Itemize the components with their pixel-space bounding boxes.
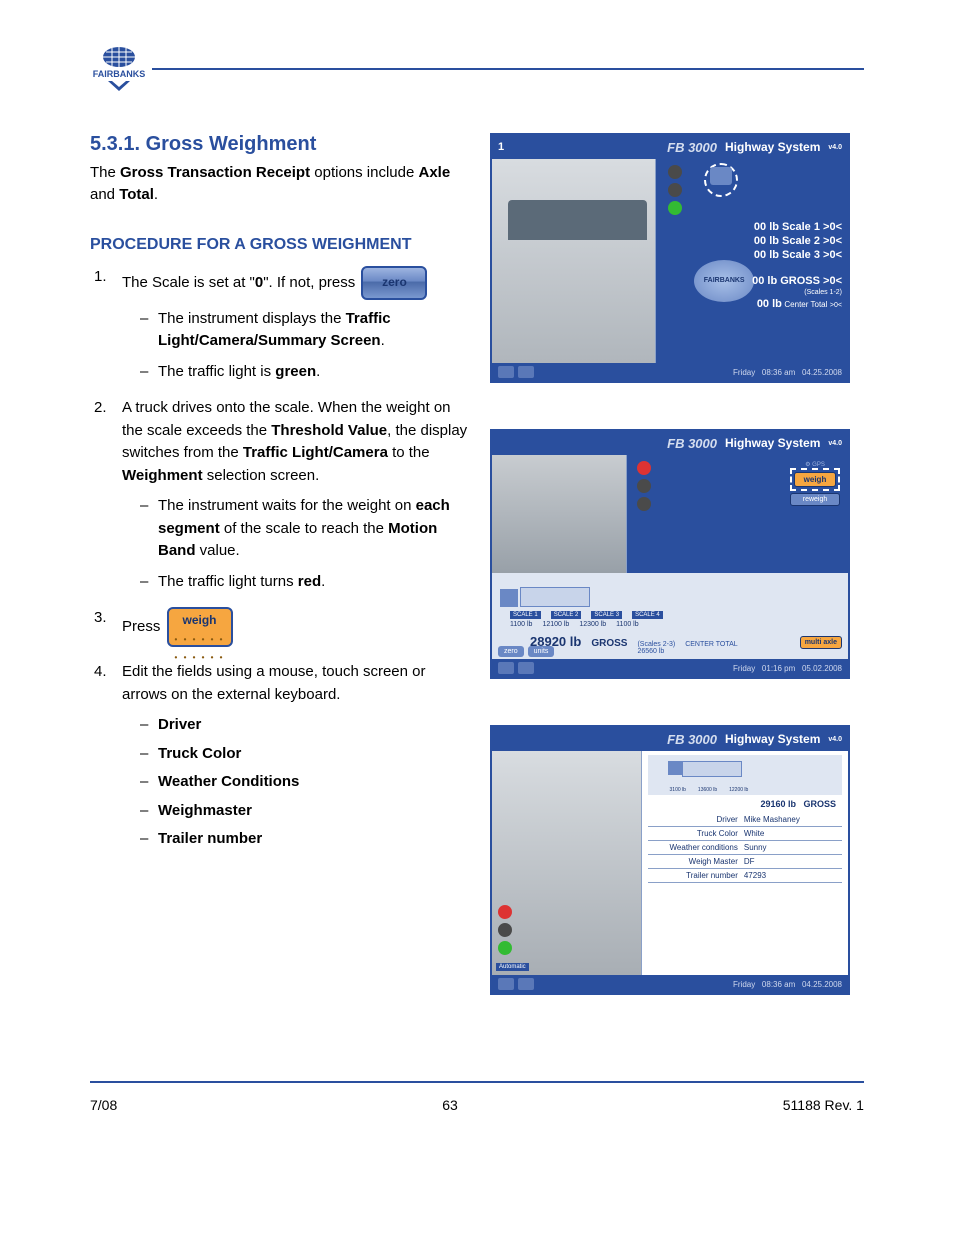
step-2: 2. A truck drives onto the scale. When t… xyxy=(90,397,470,593)
ss1-fairbanks-logo: FAIRBANKS xyxy=(694,260,754,302)
ss3-form-panel: 3100 lb13600 lb12200 lb 29160 lb GROSS D… xyxy=(642,751,848,975)
step-1-sub-1: The instrument displays the Traffic Ligh… xyxy=(140,308,470,353)
ss1-scale-icon xyxy=(710,167,732,185)
ss3-footer: Friday 08:36 am 04.25.2008 xyxy=(492,975,848,993)
screenshot-weighment-screen: FB 3000Highway Systemv4.0 ⚙ GPS xyxy=(490,429,850,679)
ss1-titlebar: 1 FB 3000Highway Systemv4.0 xyxy=(492,135,848,159)
ss2-weigh-buttons: ⚙ GPS weigh reweigh xyxy=(790,461,840,506)
ss1-weight-readouts: 00 lb Scale 1 >0< 00 lb Scale 2 >0< 00 l… xyxy=(752,221,842,312)
section-title: 5.3.1. Gross Weighment xyxy=(90,133,470,156)
field-truck-color: Truck Color xyxy=(140,743,470,766)
procedure-heading: PROCEDURE FOR A GROSS WEIGHMENT xyxy=(90,236,470,254)
header-rule xyxy=(152,68,864,70)
ss2-right-panel: ⚙ GPS weigh reweigh xyxy=(627,455,848,573)
zero-button-image: zero xyxy=(361,266,427,300)
ss3-fields-table: DriverMike Mashaney Truck ColorWhite Wea… xyxy=(648,813,842,883)
ss1-footer: Friday 08:36 am 04.25.2008 xyxy=(492,363,848,381)
page-footer: 7/08 63 51188 Rev. 1 xyxy=(90,1097,864,1113)
footer-right: 51188 Rev. 1 xyxy=(783,1097,864,1113)
ss1-camera-panel xyxy=(492,159,656,363)
ss2-titlebar: FB 3000Highway Systemv4.0 xyxy=(492,431,848,455)
screenshot-summary-screen: 1 FB 3000Highway Systemv4.0 FAIRBANKS xyxy=(490,133,850,383)
step-3: 3. Press weigh• • • • • •• • • • • • xyxy=(90,607,470,647)
field-trailer-number: Trailer number xyxy=(140,828,470,851)
step-2-sub-2: The traffic light turns red. xyxy=(140,571,470,594)
footer-rule xyxy=(90,1081,864,1083)
keyboard-icon xyxy=(498,366,514,378)
ss2-camera-panel xyxy=(492,455,627,573)
step-2-sub-1: The instrument waits for the weight on e… xyxy=(140,495,470,563)
page-header: FAIRBANKS xyxy=(90,45,864,93)
fairbanks-logo: FAIRBANKS xyxy=(90,45,148,93)
ss2-footer: Friday 01:16 pm 05.02.2008 xyxy=(492,659,848,677)
ss2-multi-axle-button: multi axle xyxy=(800,636,842,649)
weigh-button-image: weigh• • • • • •• • • • • • xyxy=(167,607,233,647)
ss3-camera-panel: Automatic xyxy=(492,751,642,975)
field-weighmaster: Weighmaster xyxy=(140,800,470,823)
ss3-titlebar: FB 3000Highway Systemv4.0 xyxy=(492,727,848,751)
screenshot-edit-fields-screen: FB 3000Highway Systemv4.0 Automatic xyxy=(490,725,850,995)
ss1-traffic-lights xyxy=(668,165,682,215)
ss3-traffic-lights xyxy=(498,905,512,955)
footer-center: 63 xyxy=(442,1097,458,1113)
gear-icon xyxy=(518,366,534,378)
field-weather: Weather Conditions xyxy=(140,771,470,794)
step-4: 4. Edit the fields using a mouse, touch … xyxy=(90,661,470,851)
ss2-zero-units: zerounits xyxy=(498,646,554,657)
ss2-traffic-lights xyxy=(637,461,651,511)
step-1: 1. The Scale is set at "0". If not, pres… xyxy=(90,266,470,384)
ss2-axle-display: SCALE 1SCALE 2SCALE 3SCALE 4 1100 lb1210… xyxy=(492,573,848,659)
step-1-sub-2: The traffic light is green. xyxy=(140,361,470,384)
field-driver: Driver xyxy=(140,714,470,737)
svg-text:FAIRBANKS: FAIRBANKS xyxy=(93,69,146,79)
ss3-automatic-label: Automatic xyxy=(496,963,529,971)
ss3-mini-truck: 3100 lb13600 lb12200 lb xyxy=(648,755,842,795)
footer-left: 7/08 xyxy=(90,1097,117,1113)
intro-paragraph: The Gross Transaction Receipt options in… xyxy=(90,162,470,206)
ss1-right-panel: FAIRBANKS 00 lb Scale 1 >0< 00 lb Scale … xyxy=(656,159,848,363)
